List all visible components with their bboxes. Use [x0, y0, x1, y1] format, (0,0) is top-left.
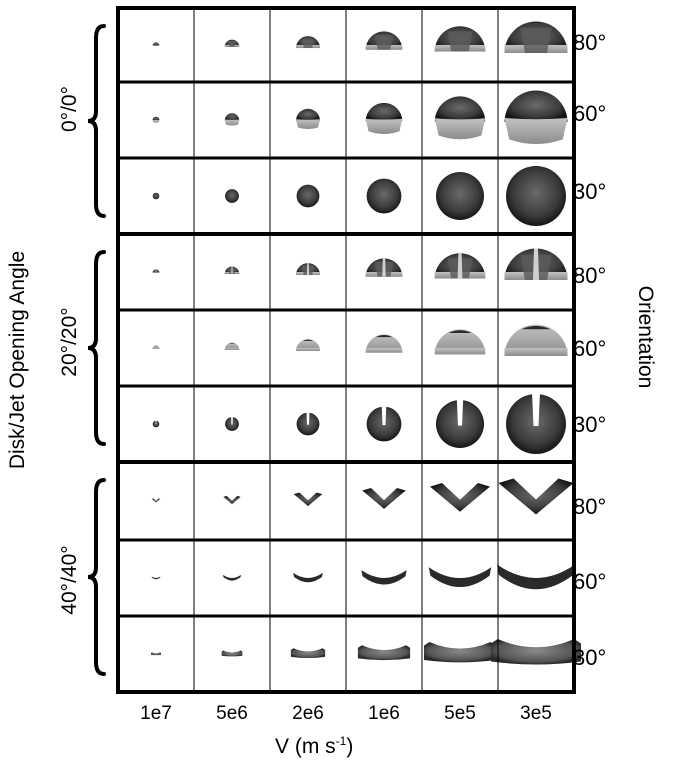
cell-g1-r0-c1 [224, 266, 240, 274]
cell-g1-r1-c3 [365, 334, 403, 353]
cell-g0-r1-c3 [365, 102, 403, 134]
cell-g1-r2-c1 [225, 416, 239, 431]
cell-g2-r0-c1 [223, 495, 241, 505]
cell-g2-r1-c5 [497, 564, 575, 590]
cell-g2-r0-c0 [151, 498, 161, 503]
cell-g2-r2-c0 [151, 652, 161, 656]
cell-g2-r2-c2 [290, 648, 326, 658]
cell-g0-r2-c3 [366, 178, 402, 214]
cell-g0-r0-c1 [224, 39, 240, 47]
cell-g0-r2-c0 [152, 192, 160, 200]
cell-g1-r1-c0 [152, 345, 160, 349]
cell-g1-r0-c3 [365, 258, 403, 277]
cell-g2-r1-c3 [361, 570, 407, 585]
cell-g1-r2-c5 [506, 393, 566, 454]
cell-g2-r1-c2 [293, 572, 323, 583]
cell-g1-r1-c5 [504, 324, 568, 356]
col-label-5: 5e5 [444, 703, 476, 724]
cell-g2-r0-c4 [430, 483, 490, 512]
cell-g0-r1-c1 [224, 113, 240, 126]
cell-g1-r2-c2 [296, 411, 320, 436]
cell-g2-r2-c4 [424, 642, 496, 663]
row-label-5: 60° [573, 336, 607, 361]
orientation-axis-title: Orientation [634, 285, 657, 389]
cell-g0-r0-c0 [152, 42, 160, 46]
grid-border [116, 6, 576, 694]
cell-g2-r0-c5 [498, 478, 574, 515]
cell-g2-r0-c3 [362, 487, 406, 509]
group-brace-1 [87, 250, 106, 446]
row-label-1: 80° [573, 30, 607, 55]
cell-g1-r2-c3 [366, 405, 402, 442]
cell-g1-r0-c5 [504, 248, 568, 280]
row-label-2: 60° [573, 101, 607, 126]
row-label-7: 80° [573, 494, 607, 519]
cell-g2-r2-c5 [491, 639, 581, 665]
cell-g0-r0-c2 [296, 36, 320, 49]
cell-g2-r0-c2 [293, 492, 323, 507]
row-label-8: 60° [573, 569, 607, 594]
cell-g2-r2-c1 [221, 650, 243, 657]
group-brace-2 [87, 478, 106, 676]
row-label-6: 30° [573, 412, 607, 437]
cell-g1-r2-c4 [436, 399, 484, 448]
group-label-0-0: 0°/0° [58, 86, 81, 132]
cell-g1-r2-c0 [152, 419, 160, 428]
cell-g1-r1-c4 [434, 329, 486, 355]
cell-g2-r1-c4 [428, 567, 492, 587]
cell-g0-r0-c3 [365, 31, 403, 50]
cell-g0-r1-c5 [504, 90, 568, 145]
col-label-1: 1e7 [140, 703, 172, 724]
cell-g0-r1-c0 [152, 116, 160, 123]
cell-g0-r0-c5 [504, 21, 568, 53]
cell-g0-r2-c1 [225, 189, 239, 203]
cell-g0-r0-c4 [434, 26, 486, 52]
row-label-3: 30° [573, 179, 607, 204]
col-label-2: 5e6 [216, 703, 248, 724]
cell-g0-r1-c2 [296, 108, 320, 130]
cell-g2-r2-c3 [357, 645, 411, 661]
col-label-3: 2e6 [292, 703, 324, 724]
group-label-40-40: 40°/40° [58, 545, 81, 615]
x-axis-title: V (m s-1) [275, 734, 354, 758]
cell-g1-r1-c1 [224, 342, 240, 350]
col-label-4: 1e6 [368, 703, 400, 724]
group-brace-0 [87, 24, 106, 218]
cell-g1-r1-c2 [296, 339, 320, 352]
opening-angle-axis-title: Disk/Jet Opening Angle [6, 250, 29, 470]
cell-g2-r1-c1 [223, 574, 241, 581]
row-label-4: 80° [573, 263, 607, 288]
cell-g1-r0-c2 [296, 263, 320, 276]
cell-g1-r0-c0 [152, 269, 160, 273]
cell-g0-r2-c5 [506, 166, 566, 226]
cell-g0-r2-c2 [296, 184, 320, 208]
cell-g0-r2-c4 [436, 172, 484, 220]
cell-g2-r1-c0 [151, 576, 161, 580]
cell-g0-r1-c4 [434, 96, 486, 140]
group-label-20-20: 20°/20° [58, 307, 81, 377]
cell-g1-r0-c4 [434, 253, 486, 279]
col-label-6: 3e5 [520, 703, 552, 724]
row-label-9: 30° [573, 645, 607, 670]
